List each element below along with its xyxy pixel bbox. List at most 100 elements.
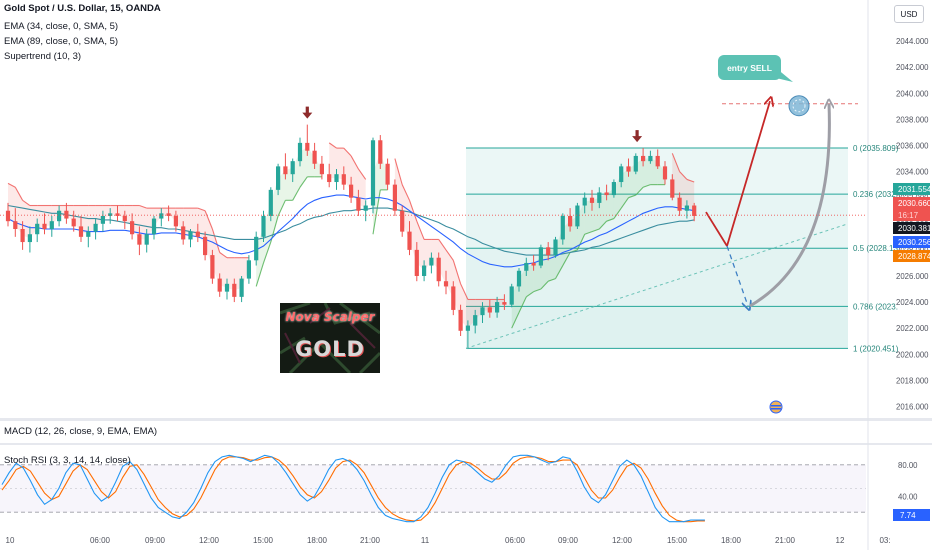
candle-body bbox=[173, 215, 178, 227]
stoch-rsi-legend[interactable]: Stoch RSI (3, 3, 14, 14, close) bbox=[4, 455, 131, 466]
candle-body bbox=[224, 283, 230, 292]
candle bbox=[509, 283, 514, 308]
candle bbox=[327, 163, 332, 188]
supertrend-fill bbox=[51, 205, 60, 226]
price-label-text: 2030.256 bbox=[898, 238, 932, 247]
candle bbox=[604, 184, 609, 201]
price-tick-label: 2044.000 bbox=[896, 37, 929, 46]
candle bbox=[35, 218, 40, 243]
candle-body bbox=[349, 184, 354, 198]
supertrend-fill bbox=[584, 200, 592, 235]
candle bbox=[370, 137, 376, 214]
candle bbox=[619, 163, 624, 188]
stoch-k-line bbox=[1, 454, 705, 523]
candle-body bbox=[144, 234, 149, 245]
supertrend-line bbox=[628, 194, 636, 199]
candle-body bbox=[5, 210, 11, 222]
supertrend-line bbox=[292, 186, 301, 201]
supertrend-fill bbox=[628, 163, 636, 198]
candle-body bbox=[436, 257, 441, 282]
candle bbox=[276, 163, 281, 196]
candle-body bbox=[122, 215, 127, 222]
price-tick-label: 2022.000 bbox=[896, 324, 929, 333]
supertrend-line bbox=[606, 218, 615, 222]
supertrend-fill bbox=[307, 146, 315, 177]
candle bbox=[57, 205, 62, 227]
macd-legend[interactable]: MACD (12, 26, close, 9, EMA, EMA) bbox=[4, 426, 158, 437]
candle bbox=[122, 210, 127, 230]
supertrend-fill bbox=[227, 257, 235, 291]
supertrend-line bbox=[394, 158, 403, 185]
candle-body bbox=[626, 166, 631, 172]
candle bbox=[641, 148, 646, 167]
candle bbox=[436, 252, 441, 287]
time-tick-label: 09:00 bbox=[145, 536, 166, 545]
candle-body bbox=[86, 231, 91, 237]
supertrend-legend[interactable]: Supertrend (10, 3) bbox=[4, 51, 82, 62]
candle-body bbox=[166, 213, 171, 216]
candle bbox=[597, 187, 602, 209]
news-flag-icon-bar bbox=[771, 405, 781, 407]
supertrend-line bbox=[277, 200, 286, 217]
candle-body bbox=[451, 286, 456, 310]
supertrend-line bbox=[511, 312, 520, 329]
candle-body bbox=[203, 236, 208, 256]
supertrend-line bbox=[452, 260, 462, 284]
candle-body bbox=[327, 174, 332, 183]
candle bbox=[137, 226, 142, 256]
candle-body bbox=[589, 197, 595, 203]
stoch-tick-label: 40.00 bbox=[898, 492, 918, 501]
time-tick-label: 18:00 bbox=[307, 536, 328, 545]
supertrend-fill bbox=[394, 158, 403, 222]
candle-body bbox=[35, 223, 40, 235]
candle-body bbox=[392, 184, 397, 211]
candle-body bbox=[93, 223, 98, 232]
logo-text-bottom: GOLD bbox=[295, 337, 365, 361]
logo-pattern bbox=[280, 303, 380, 373]
candle bbox=[108, 208, 113, 224]
candle-body bbox=[648, 155, 653, 162]
candle bbox=[93, 218, 98, 240]
candle-body bbox=[246, 260, 251, 279]
target-circle bbox=[788, 95, 810, 117]
candle bbox=[538, 244, 543, 269]
candle bbox=[451, 281, 456, 316]
stoch-value-label: 7.74 bbox=[900, 511, 916, 520]
candle bbox=[290, 158, 295, 183]
symbol-title[interactable]: Gold Spot / U.S. Dollar, 15, OANDA bbox=[4, 3, 161, 14]
candle bbox=[246, 255, 251, 284]
candle bbox=[670, 174, 675, 201]
ema89-legend[interactable]: EMA (89, close, 0, SMA, 5) bbox=[4, 36, 119, 47]
supertrend-line bbox=[416, 220, 425, 240]
candle bbox=[589, 189, 595, 211]
fib-level-label: 0.5 (2028.13 bbox=[853, 244, 898, 253]
candle-body bbox=[195, 231, 200, 237]
price-labels: 2031.554 2030.660 16:17 2030.381 2030.256 202… bbox=[769, 183, 932, 414]
candle-body bbox=[151, 218, 157, 235]
supertrend-line bbox=[139, 205, 147, 209]
entry-sell-note[interactable]: entry SELL bbox=[718, 55, 781, 80]
currency-button[interactable]: USD bbox=[894, 5, 924, 23]
supertrend-line bbox=[635, 186, 644, 196]
candle-body bbox=[64, 210, 69, 219]
time-axis-bg bbox=[0, 533, 932, 550]
supertrend-line bbox=[255, 262, 265, 287]
candle-body bbox=[684, 205, 689, 211]
down-marker-head bbox=[632, 136, 643, 143]
ema34-legend[interactable]: EMA (34, close, 0, SMA, 5) bbox=[4, 21, 119, 32]
supertrend-line bbox=[598, 220, 608, 230]
supertrend-line bbox=[204, 210, 213, 230]
red-path-down bbox=[705, 211, 728, 247]
stoch-rsi-pane: 80.00 40.00 7.74 bbox=[0, 454, 930, 523]
price-label-bg bbox=[893, 236, 930, 248]
candle bbox=[516, 268, 522, 292]
candle-body bbox=[465, 325, 470, 331]
supertrend-line bbox=[328, 142, 337, 149]
supertrend-line bbox=[408, 200, 418, 222]
price-tick-label: 2026.000 bbox=[896, 272, 929, 281]
time-tick-label: 21:00 bbox=[360, 536, 381, 545]
down-marker-shaft bbox=[635, 130, 639, 138]
supertrend-fill bbox=[132, 205, 140, 240]
candle-body bbox=[363, 205, 368, 211]
